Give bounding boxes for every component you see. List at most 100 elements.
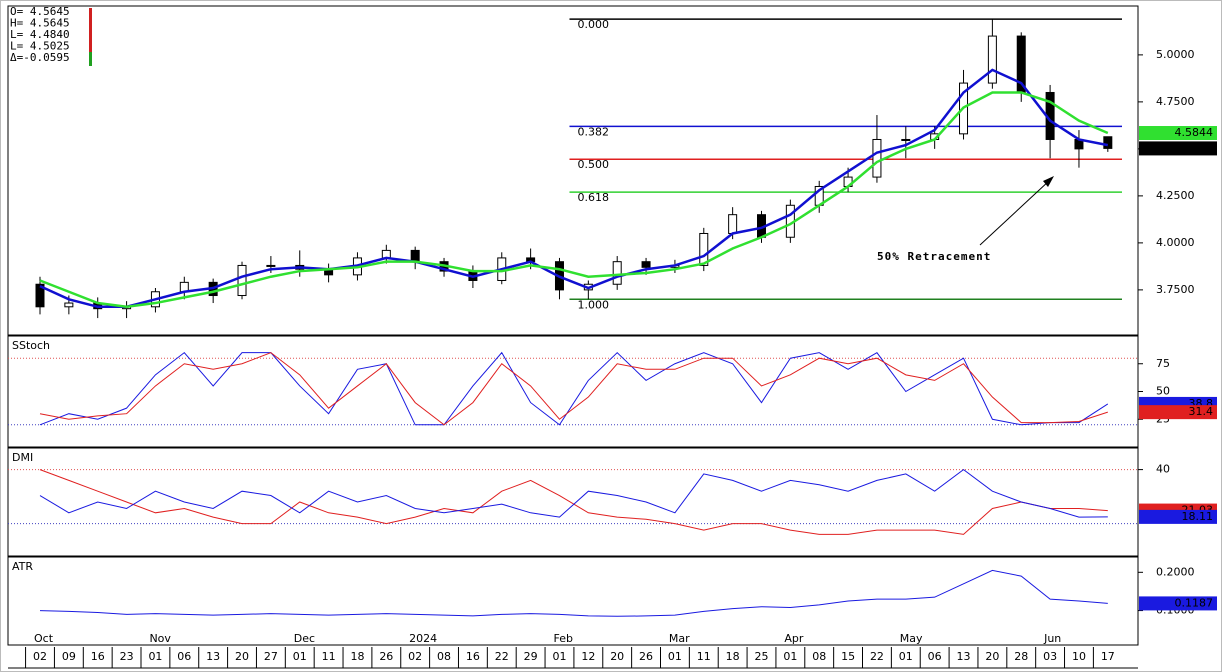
panel-title: ATR [12,560,33,573]
y-tick-label: 50 [1156,385,1170,398]
fib-label: 0.618 [577,191,609,204]
x-tick-label: 18 [350,650,364,663]
info-line: L= 4.5025 [10,40,70,53]
info-line: O= 4.5645 [10,5,70,18]
last-value-box [1139,509,1217,524]
x-tick-label: 22 [870,650,884,663]
candle-body [1103,136,1113,149]
x-tick-label: 08 [437,650,451,663]
month-label: Apr [784,632,804,645]
last-value-label: 4.5025 [1175,141,1214,154]
x-tick-label: 11 [322,650,336,663]
series-line [39,91,1109,309]
x-tick-label: 08 [812,650,826,663]
y-tick-label: 4.7500 [1156,95,1195,108]
x-tick-label: 29 [524,650,538,663]
candle-body [266,264,276,267]
annotation-arrowhead [1043,176,1054,187]
x-tick-label: 16 [91,650,105,663]
month-label: Mar [669,632,690,645]
fib-label: 1.000 [577,298,609,311]
series-line [39,468,1108,518]
y-tick-label: 4.2500 [1156,189,1195,202]
annotation-arrow [979,179,1051,246]
panel-frame [7,556,1139,646]
candle-body [728,214,738,234]
last-value-box [1139,126,1217,141]
last-value-box [1139,405,1217,420]
candle-body [987,35,997,84]
x-tick-label: 18 [726,650,740,663]
x-tick-label: 13 [957,650,971,663]
series-line [39,68,1109,309]
y-tick-label: 3.7500 [1156,283,1195,296]
series-line [39,351,1109,426]
last-value-label: 0.1187 [1175,596,1214,609]
x-tick-label: 27 [264,650,278,663]
candle-body [612,261,622,285]
series-line [39,352,1108,426]
x-tick-label: 28 [1014,650,1028,663]
candle-body [699,232,709,266]
info-line: Δ=-0.0595 [10,51,70,64]
x-tick-label: 12 [581,650,595,663]
candle-body [872,138,882,178]
x-tick-label: 20 [985,650,999,663]
info-bar [89,8,92,58]
candle-body [64,302,74,308]
last-value-box [1139,596,1217,611]
y-tick-label: 4.0000 [1156,236,1195,249]
x-tick-label: 20 [235,650,249,663]
x-tick-label: 06 [177,650,191,663]
x-tick-label: 01 [148,650,162,663]
x-tick-label: 01 [899,650,913,663]
fib-label: 0.500 [577,158,609,171]
candle-body [641,261,651,268]
x-tick-label: 06 [928,650,942,663]
x-tick-label: 15 [841,650,855,663]
panel-frame [7,5,1139,336]
x-tick-label: 17 [1101,650,1115,663]
series-line [39,569,1108,617]
x-tick-label: 20 [610,650,624,663]
month-label: Dec [294,632,315,645]
info-line: L= 4.4840 [10,28,70,41]
y-tick-label: 0.2000 [1156,565,1195,578]
x-tick-label: 10 [1072,650,1086,663]
panel-title: DMI [12,451,33,464]
x-tick-label: 02 [33,650,47,663]
last-value-label: 4.5844 [1175,126,1214,139]
month-label: May [900,632,923,645]
candle-body [410,249,420,263]
month-label: Jun [1043,632,1061,645]
x-tick-label: 09 [62,650,76,663]
last-value-box [1139,141,1217,156]
annotation: 50% Retracement [877,250,991,263]
panel-title: SStoch [12,339,50,352]
x-tick-label: 13 [206,650,220,663]
x-tick-label: 16 [466,650,480,663]
x-tick-label: 26 [639,650,653,663]
info-line: H= 4.5645 [10,17,70,30]
candle-body [35,283,45,308]
candle-body [901,138,911,141]
month-label: Oct [34,632,54,645]
x-tick-label: 02 [408,650,422,663]
x-tick-label: 01 [668,650,682,663]
month-label: Nov [149,632,171,645]
y-tick-label: 5.0000 [1156,48,1195,61]
x-tick-label: 25 [755,650,769,663]
last-value-label: 31.4 [1189,405,1214,418]
last-value-label: 18.11 [1182,510,1214,523]
x-tick-label: 03 [1043,650,1057,663]
x-tick-label: 01 [552,650,566,663]
panel-frame [7,447,1139,557]
fib-label: 0.382 [577,125,609,138]
month-label: 2024 [409,632,437,645]
x-tick-label: 01 [293,650,307,663]
candle-body [237,264,247,297]
y-tick-label: 40 [1156,463,1170,476]
month-label: Feb [553,632,572,645]
x-tick-label: 22 [495,650,509,663]
